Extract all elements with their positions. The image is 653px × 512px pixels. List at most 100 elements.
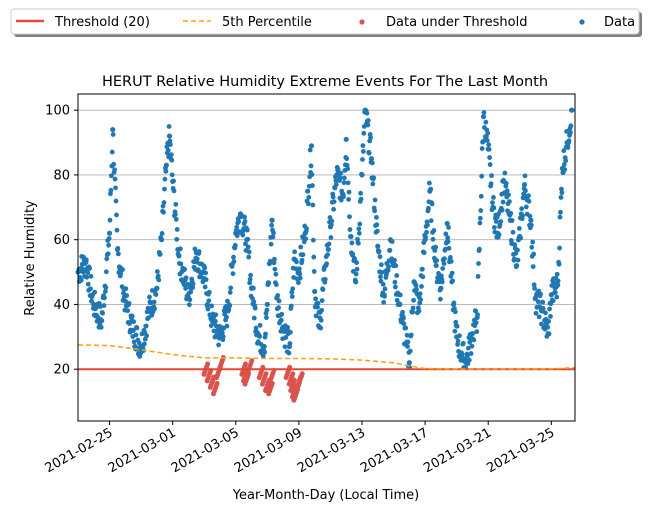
data-point <box>271 230 276 236</box>
data-point <box>370 181 376 187</box>
y-tick-label: 20 <box>53 363 70 378</box>
data-point <box>141 341 147 347</box>
data-point <box>476 261 481 266</box>
data-point <box>548 314 553 319</box>
data-point <box>203 270 209 276</box>
data-point <box>528 222 534 228</box>
data-point <box>356 226 362 232</box>
data-point <box>430 236 436 242</box>
data-point <box>171 188 177 194</box>
data-point <box>331 206 336 212</box>
data-point <box>151 299 157 305</box>
data-point <box>439 279 445 285</box>
data-point <box>506 192 511 198</box>
data-point <box>469 343 475 349</box>
data-point <box>310 183 315 188</box>
data-point <box>536 314 542 320</box>
data-point <box>540 305 546 311</box>
data-point <box>304 226 309 232</box>
data-point <box>335 166 341 172</box>
data-point <box>112 176 118 182</box>
data-point <box>486 146 492 152</box>
data-point <box>354 260 359 266</box>
data-point <box>157 251 163 257</box>
data-point <box>310 237 316 243</box>
data-point <box>508 210 514 216</box>
data-point <box>93 305 99 311</box>
data-point <box>318 317 324 323</box>
y-axis-label: Relative Humidity <box>23 200 38 316</box>
data-point <box>338 170 344 176</box>
data-point <box>459 352 465 357</box>
data-point <box>319 307 325 313</box>
data-point <box>499 207 505 213</box>
data-point <box>246 254 252 260</box>
data-point <box>414 287 419 292</box>
data-point <box>133 332 139 338</box>
data-point <box>568 123 574 129</box>
data-point <box>337 175 343 181</box>
data-point <box>452 328 458 334</box>
data-point <box>554 294 560 300</box>
data-point <box>330 194 336 200</box>
data-point <box>454 323 460 329</box>
data-point <box>392 284 398 290</box>
data-point <box>434 257 440 263</box>
data-point <box>183 275 189 281</box>
data-point <box>147 294 152 300</box>
data-point <box>262 349 268 355</box>
data-point <box>514 262 520 269</box>
data-point <box>105 251 111 257</box>
data-point <box>159 237 165 243</box>
data-point <box>380 281 386 287</box>
data-point <box>264 307 270 313</box>
data-point <box>264 315 269 321</box>
data-point <box>555 282 561 288</box>
data-point <box>273 282 279 287</box>
data-point <box>183 285 189 291</box>
data-point <box>480 114 487 120</box>
data-point <box>416 308 422 314</box>
data-point <box>392 257 397 263</box>
data-point <box>442 246 448 252</box>
data-point <box>120 267 125 273</box>
data-point <box>245 244 251 250</box>
y-tick-label: 80 <box>53 168 70 183</box>
data-point <box>231 254 236 260</box>
data-point <box>465 345 471 351</box>
data-point <box>272 266 278 272</box>
x-tick-label: 2021-03-17 <box>358 425 431 476</box>
data-point <box>442 256 447 262</box>
data-point <box>545 324 551 330</box>
data-point <box>504 188 510 194</box>
percentile-line <box>77 344 576 371</box>
x-axis-label: Year-Month-Day (Local Time) <box>232 488 419 503</box>
data-point <box>319 298 325 303</box>
data-point <box>143 323 149 329</box>
data-point <box>557 214 563 220</box>
data-point <box>286 350 292 356</box>
data-point <box>417 291 423 297</box>
data-point <box>547 306 552 312</box>
data-point <box>445 239 451 245</box>
data-point <box>374 222 380 228</box>
data-point <box>251 299 257 305</box>
data-point <box>460 340 466 346</box>
data-point <box>177 246 183 252</box>
data-point <box>165 147 171 153</box>
data-point <box>152 306 157 312</box>
grid-lines <box>78 109 575 370</box>
data-point <box>528 217 534 223</box>
data-point <box>134 325 140 331</box>
data-point <box>85 281 91 287</box>
data-point <box>531 282 537 288</box>
data-point <box>507 199 512 204</box>
data-point <box>421 250 427 256</box>
data-point <box>568 130 573 136</box>
data-point <box>360 157 365 162</box>
data-point <box>441 261 447 267</box>
data-point <box>162 186 167 192</box>
data-point <box>486 142 492 148</box>
data-point <box>561 148 567 154</box>
data-point <box>270 234 276 240</box>
